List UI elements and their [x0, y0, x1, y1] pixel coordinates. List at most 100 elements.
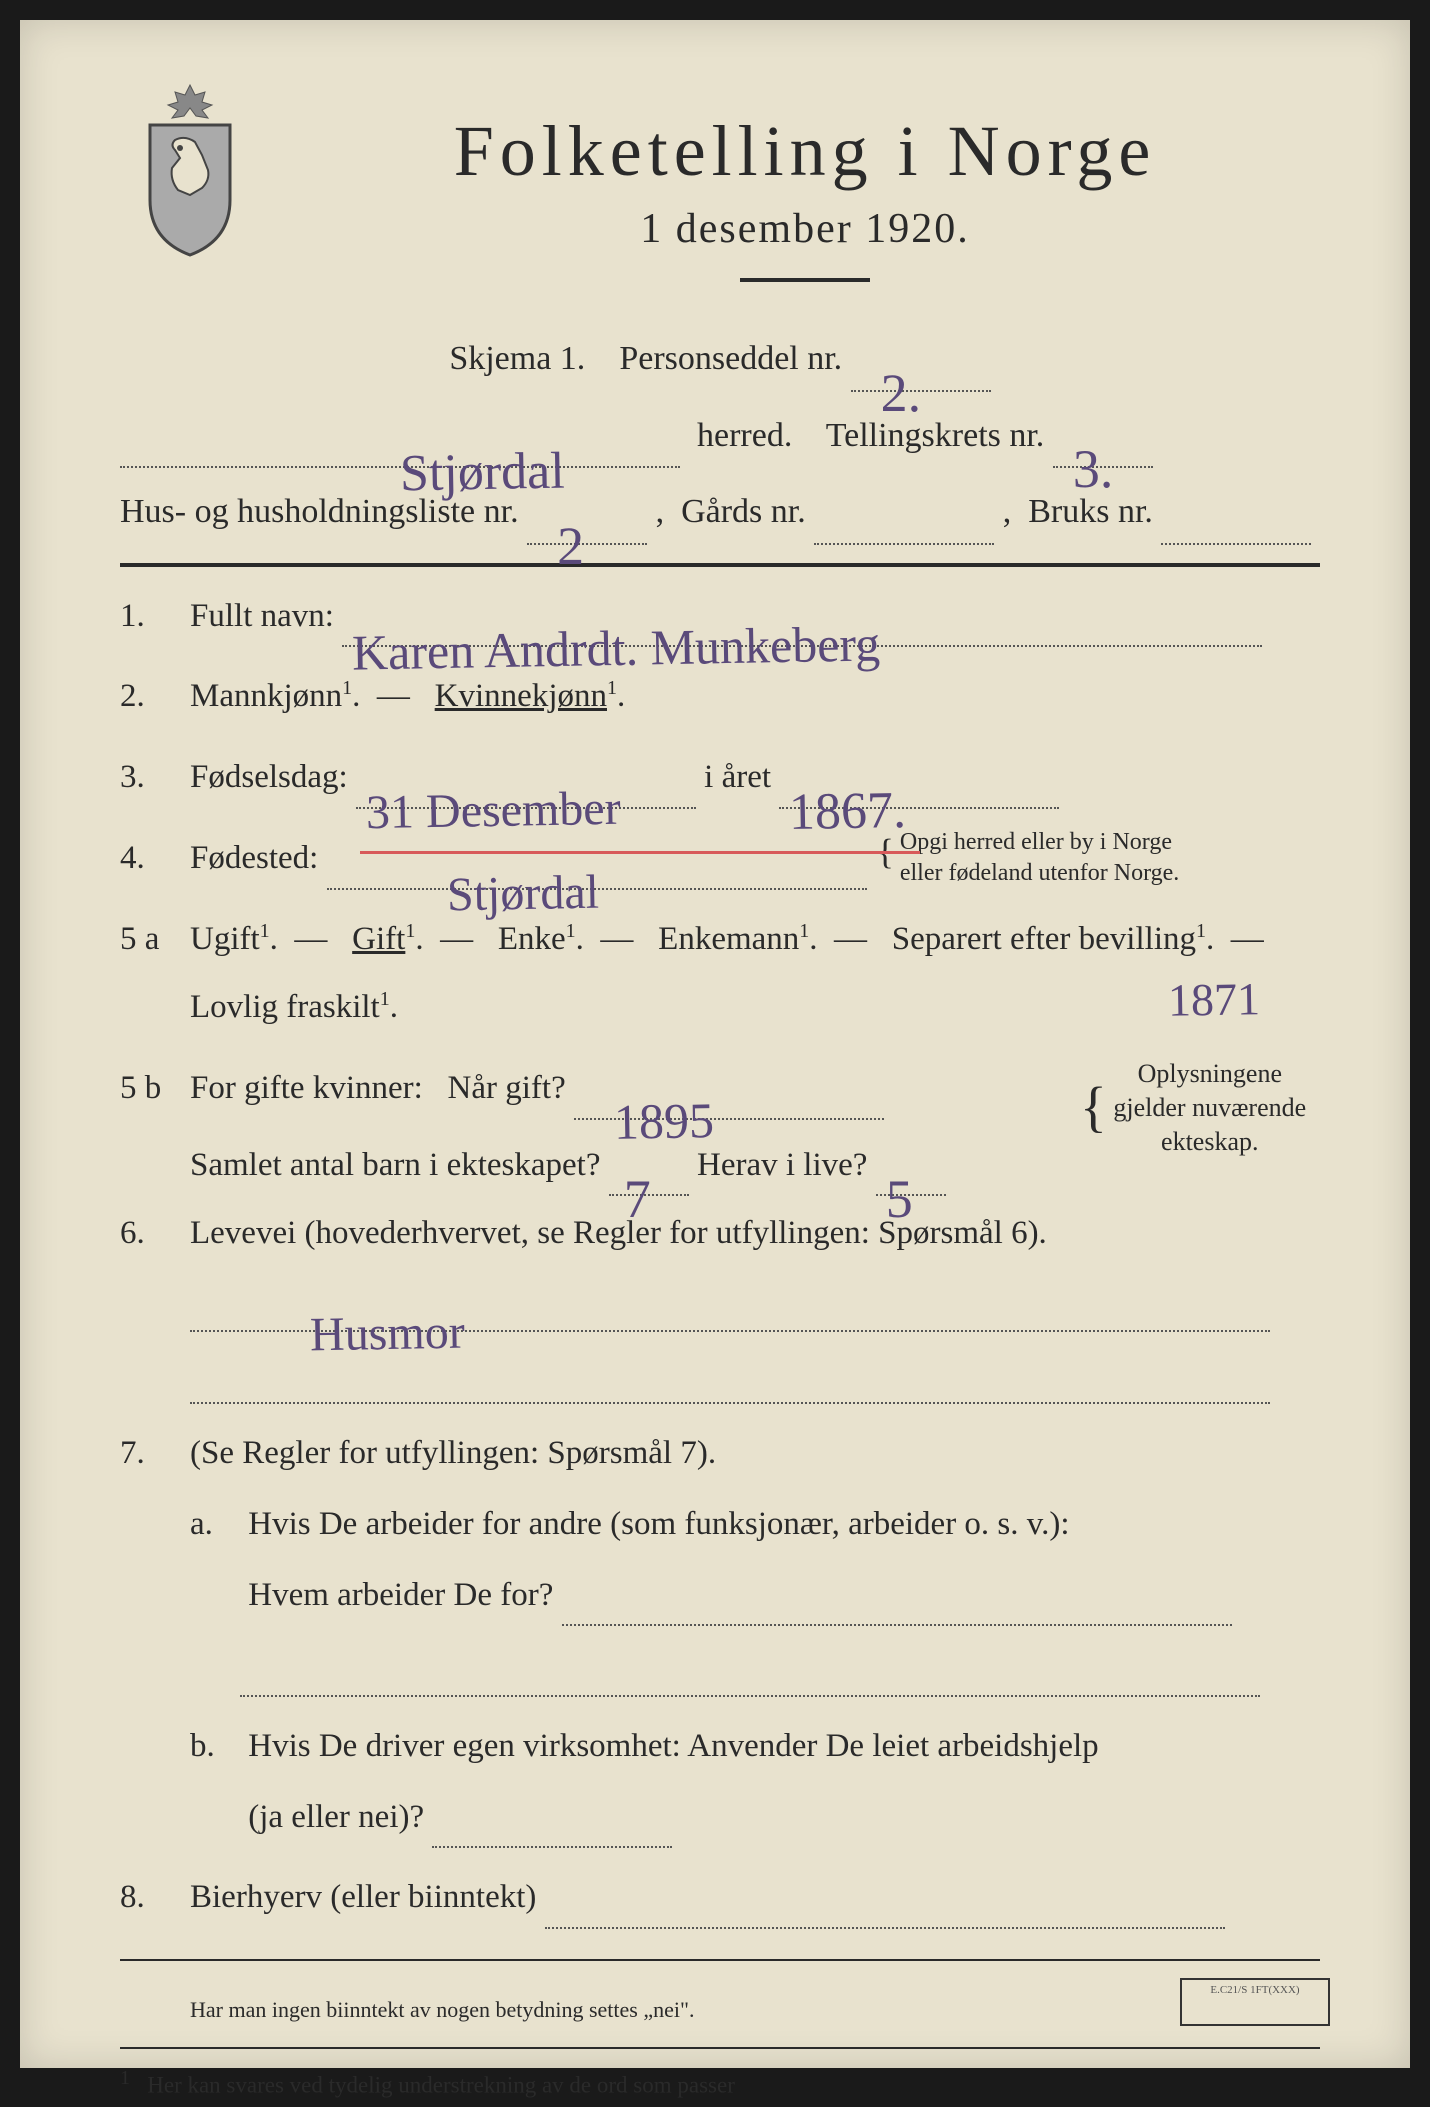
husliste-label: Hus- og husholdningsliste nr. — [120, 493, 519, 530]
q5b-label2: Når gift? — [448, 1070, 566, 1106]
q5b-note3: ekteskap. — [1161, 1127, 1258, 1156]
q5b-label4: Herav i live? — [697, 1147, 867, 1183]
q7b-field — [432, 1846, 672, 1848]
q5a-text: Ugift1. — Gift1. — Enke1. — Enkemann1. —… — [190, 908, 1320, 971]
q7-row: 7. (Se Regler for utfyllingen: Spørsmål … — [120, 1422, 1320, 1485]
q7a-row2: Hvem arbeider De for? — [120, 1564, 1320, 1627]
form-body: Skjema 1. Personseddel nr. 2. Stjørdal h… — [120, 327, 1320, 2107]
q7-num: 7. — [120, 1422, 190, 1485]
q2-text: Mannkjønn1. — Kvinnekjønn1. — [190, 665, 1320, 728]
q3-text: Fødselsdag: 31 Desember i året 1867. — [190, 746, 1320, 809]
q2-sup1: 1 — [342, 677, 352, 699]
q2-k: Kvinnekjønn — [435, 678, 607, 714]
q5b-text: For gifte kvinner: Når gift? 1895 Samlet… — [190, 1057, 1320, 1196]
q5a-opt5: Separert efter bevilling — [892, 921, 1196, 957]
herred-field: Stjørdal — [120, 466, 680, 468]
q8-field — [545, 1927, 1225, 1929]
q2-num: 2. — [120, 665, 190, 728]
q5b-gift-field: 1895 — [574, 1118, 884, 1120]
q6-field: Husmor — [190, 1330, 1270, 1332]
title-underline — [740, 278, 870, 282]
q5a-opt2: Gift — [352, 921, 405, 957]
red-strikethrough — [360, 851, 920, 854]
q8-row: 8. Bierhyerv (eller biinntekt) — [120, 1866, 1320, 1929]
q4-num: 4. — [120, 827, 190, 890]
q5a-text2: Lovlig fraskilt1. 1871 — [190, 976, 1320, 1039]
q4-label: Fødested: — [190, 840, 318, 876]
q5a-extra-year: 1871 — [1167, 955, 1261, 1044]
q7b-label: b. — [190, 1715, 240, 1778]
q5a-row2: Lovlig fraskilt1. 1871 — [120, 976, 1320, 1039]
q1-num: 1. — [120, 585, 190, 648]
q5b-num: 5 b — [120, 1057, 190, 1120]
sub-title: 1 desember 1920. — [290, 205, 1320, 253]
tellingskrets-label: Tellingskrets nr. — [826, 417, 1045, 454]
q3-year-label: i året — [704, 759, 771, 795]
husliste-row: Hus- og husholdningsliste nr. 2 , Gårds … — [120, 480, 1320, 545]
q5a-opt3: Enke — [498, 921, 566, 957]
q4-text: Fødested: Stjørdal { Opgi herred eller b… — [190, 827, 1320, 890]
q7a-text1: Hvis De arbeider for andre (som funksjon… — [248, 1506, 1069, 1542]
personseddel-field: 2. — [851, 390, 991, 392]
q7b-text1: Hvis De driver egen virksomhet: Anvender… — [248, 1728, 1098, 1764]
q7a-field — [562, 1624, 1232, 1626]
main-title: Folketelling i Norge — [290, 110, 1320, 193]
q5a-opt1: Ugift — [190, 921, 260, 957]
skjema-row: Skjema 1. Personseddel nr. 2. — [120, 327, 1320, 392]
rule-1 — [120, 563, 1320, 567]
q2-m: Mannkjønn — [190, 678, 342, 714]
q1-field: Karen Andrdt. Munkeberg — [342, 645, 1262, 647]
q8-label: Bierhyerv (eller biinntekt) — [190, 1879, 536, 1915]
bruks-field — [1161, 543, 1311, 545]
q7b-text2: (ja eller nei)? — [248, 1799, 424, 1835]
q7a-label: a. — [190, 1493, 240, 1556]
q1-text: Fullt navn: Karen Andrdt. Munkeberg — [190, 585, 1320, 648]
census-form-page: Folketelling i Norge 1 desember 1920. Sk… — [20, 20, 1410, 2068]
tellingskrets-field: 3. — [1053, 466, 1153, 468]
q7b-row2: (ja eller nei)? — [120, 1786, 1320, 1849]
q4-note2: eller fødeland utenfor Norge. — [900, 860, 1179, 886]
footer-text: Her kan svares ved tydelig understreknin… — [147, 2073, 735, 2098]
q1-row: 1. Fullt navn: Karen Andrdt. Munkeberg — [120, 585, 1320, 648]
q3-num: 3. — [120, 746, 190, 809]
personseddel-label: Personseddel nr. — [619, 340, 842, 377]
herred-label: herred. — [697, 417, 792, 454]
q5b-note1: Oplysningene — [1138, 1059, 1282, 1088]
q4-note1: Opgi herred eller by i Norge — [900, 829, 1172, 855]
q6-label: Levevei (hovederhvervet, se Regler for u… — [190, 1202, 1320, 1265]
q5b-row: 5 b For gifte kvinner: Når gift? 1895 Sa… — [120, 1057, 1320, 1196]
gards-field — [814, 543, 994, 545]
gards-label: Gårds nr. — [681, 493, 806, 530]
header: Folketelling i Norge 1 desember 1920. — [120, 80, 1320, 282]
husliste-value: 2 — [557, 495, 584, 598]
q5a-row: 5 a Ugift1. — Gift1. — Enke1. — Enkemann… — [120, 908, 1320, 971]
q4-field: Stjørdal — [327, 888, 867, 890]
q3-label: Fødselsdag: — [190, 759, 348, 795]
q5b-label1: For gifte kvinner: — [190, 1070, 423, 1106]
q3-day-field: 31 Desember — [356, 807, 696, 809]
q5a-num: 5 a — [120, 908, 190, 971]
q4-note: { Opgi herred eller by i Norge eller fød… — [877, 827, 1180, 889]
q7b-row1: b. Hvis De driver egen virksomhet: Anven… — [120, 1715, 1320, 1778]
q6-num: 6. — [120, 1202, 190, 1265]
title-block: Folketelling i Norge 1 desember 1920. — [290, 80, 1320, 282]
q4-row: 4. Fødested: Stjørdal { Opgi herred elle… — [120, 827, 1320, 890]
q6-blank — [120, 1342, 1320, 1405]
q5a-opt4: Enkemann — [658, 921, 799, 957]
q6-value-row: Husmor — [120, 1269, 1320, 1332]
footer-sup: 1 — [120, 2067, 130, 2089]
bruks-label: Bruks nr. — [1028, 493, 1153, 530]
q3-year-field: 1867. — [779, 807, 1059, 809]
skjema-label: Skjema 1. — [449, 340, 585, 377]
q5b-barn-field: 7 — [609, 1194, 689, 1196]
herred-row: Stjørdal herred. Tellingskrets nr. 3. — [120, 404, 1320, 469]
q5b-note: { Oplysningene gjelder nuværende ekteska… — [1080, 1057, 1320, 1158]
printer-stamp: E.C21/S 1FT(XXX) — [1180, 1978, 1330, 2026]
q5b-note2: gjelder nuværende — [1113, 1093, 1306, 1122]
rule-2 — [120, 1959, 1320, 1961]
q7a-row1: a. Hvis De arbeider for andre (som funks… — [120, 1493, 1320, 1556]
q2-row: 2. Mannkjønn1. — Kvinnekjønn1. — [120, 665, 1320, 728]
coat-of-arms-icon — [120, 80, 260, 260]
q7a-text2: Hvem arbeider De for? — [248, 1577, 553, 1613]
footer: 1 Her kan svares ved tydelig understrekn… — [120, 2059, 1320, 2107]
